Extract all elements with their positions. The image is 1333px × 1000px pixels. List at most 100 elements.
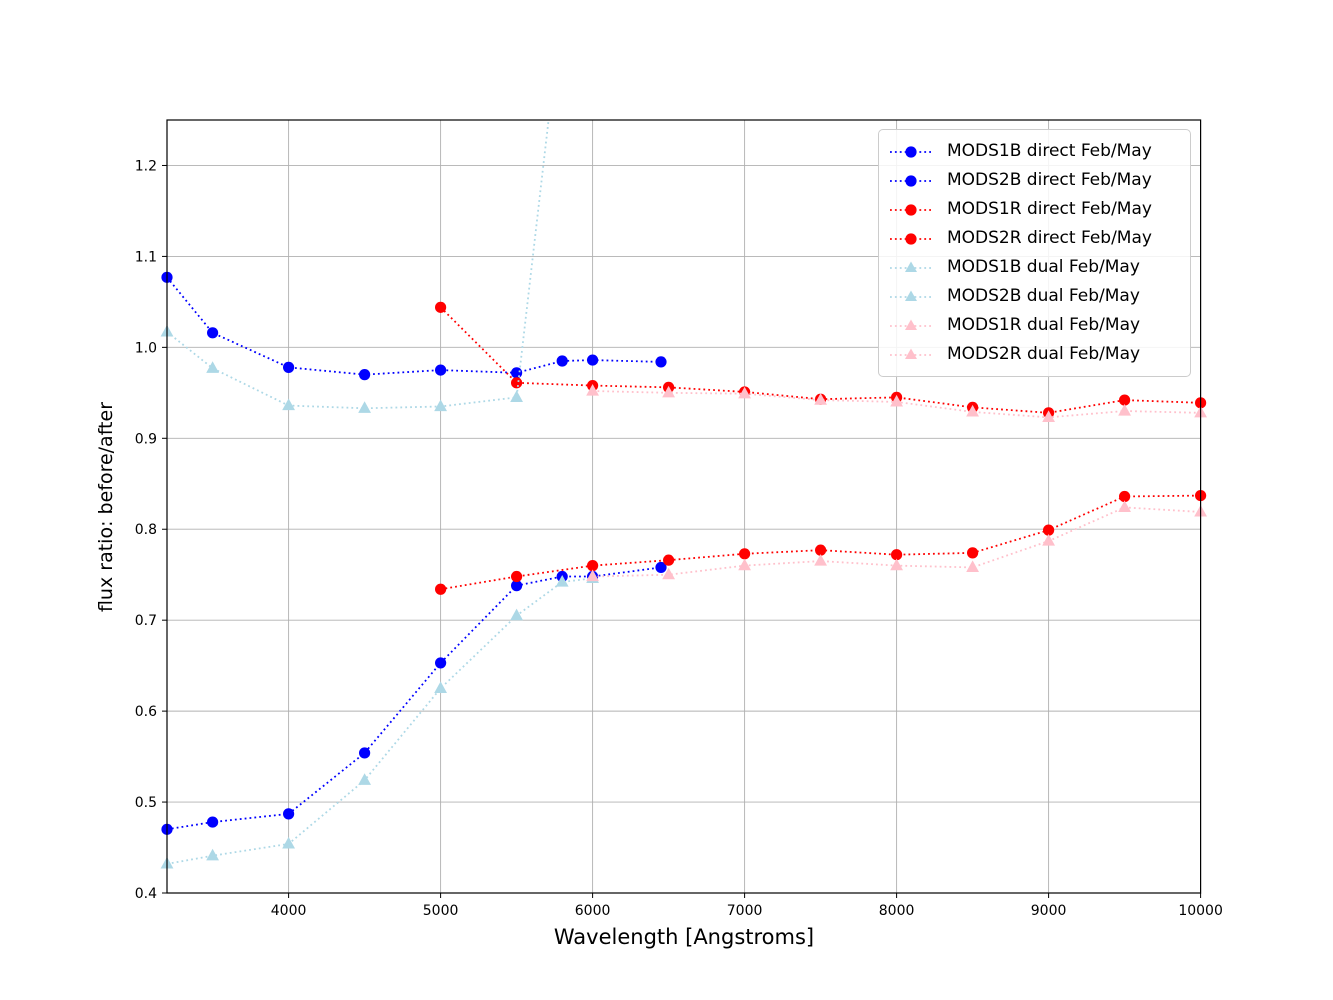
series-layer <box>160 0 1207 869</box>
data-point-circle <box>359 369 371 381</box>
data-point-circle <box>891 549 903 561</box>
legend-label: MODS1B direct Feb/May <box>947 141 1152 161</box>
legend-entry: MODS2B direct Feb/May <box>888 166 1180 195</box>
data-point-circle <box>510 570 523 583</box>
legend-label: MODS2R direct Feb/May <box>947 228 1152 248</box>
data-point-triangle <box>966 560 979 573</box>
y-tick-label: 0.9 <box>135 431 157 447</box>
y-tick-label: 0.7 <box>135 613 157 629</box>
data-point-circle <box>283 808 295 820</box>
legend-entry: MODS1B direct Feb/May <box>888 137 1180 166</box>
series-mods2r-dual-feb-may <box>586 500 1207 582</box>
data-point-triangle <box>434 681 447 693</box>
series-mods1b-direct-feb-may <box>161 271 667 381</box>
data-point-triangle <box>890 394 903 407</box>
data-point-triangle <box>206 848 219 861</box>
data-point-circle <box>587 354 599 366</box>
data-point-circle <box>587 560 599 572</box>
legend-entry: MODS1R direct Feb/May <box>888 195 1180 224</box>
data-point-triangle <box>555 574 569 587</box>
legend-triangle-marker <box>905 348 917 359</box>
y-tick-label: 1.0 <box>135 340 157 356</box>
data-point-triangle <box>556 0 569 6</box>
legend-entry: MODS2R direct Feb/May <box>888 224 1180 253</box>
y-tick-label: 0.5 <box>135 795 157 811</box>
data-point-circle <box>663 554 675 566</box>
legend-marker-icon <box>890 319 932 330</box>
data-point-triangle <box>586 569 599 582</box>
data-point-triangle <box>738 558 751 571</box>
legend-marker-icon <box>890 145 932 158</box>
data-point-triangle <box>282 836 295 849</box>
legend-label: MODS2B direct Feb/May <box>947 170 1152 190</box>
legend: MODS1B direct Feb/May MODS2B direct Feb/M… <box>878 129 1191 377</box>
data-point-circle <box>655 561 667 574</box>
data-point-circle <box>435 657 447 669</box>
x-tick-label: 9000 <box>1031 903 1067 919</box>
series-mods2b-dual-feb-may <box>160 571 599 869</box>
legend-label: MODS1R dual Feb/May <box>947 315 1141 335</box>
data-point-triangle <box>738 386 751 399</box>
data-point-triangle <box>1118 404 1131 416</box>
legend-triangle-marker <box>905 290 917 301</box>
data-point-triangle <box>1042 410 1055 422</box>
legend-entry: MODS1B dual Feb/May <box>888 253 1180 282</box>
data-point-circle <box>435 583 447 595</box>
x-tick-label: 6000 <box>575 903 611 919</box>
legend-label: MODS2B dual Feb/May <box>947 286 1140 306</box>
y-tick-label: 0.4 <box>135 886 157 902</box>
x-tick-label: 5000 <box>423 903 459 919</box>
data-point-triangle <box>814 393 827 405</box>
data-point-triangle <box>510 390 523 402</box>
data-point-circle <box>283 361 295 373</box>
data-point-circle <box>1119 490 1131 503</box>
x-axis-label: Wavelength [Angstroms] <box>554 925 814 949</box>
data-point-circle <box>967 547 979 559</box>
y-tick-label: 0.6 <box>135 704 157 720</box>
legend-marker-icon <box>890 203 932 216</box>
legend-marker-icon <box>890 261 932 272</box>
legend-marker-icon <box>890 232 932 245</box>
series-mods1r-dual-feb-may <box>586 384 1207 422</box>
data-point-circle <box>207 816 219 828</box>
data-point-triangle <box>966 404 979 417</box>
data-point-circle <box>435 364 447 376</box>
legend-marker-icon <box>890 290 932 301</box>
legend-marker-icon <box>890 348 932 359</box>
data-point-triangle <box>890 558 903 571</box>
series-mods2b-direct-feb-may <box>161 561 667 835</box>
legend-circle-marker <box>905 203 917 216</box>
data-point-triangle <box>586 384 599 396</box>
data-point-circle <box>207 327 219 339</box>
y-tick-label: 1.2 <box>135 158 157 174</box>
series-line <box>166 276 662 376</box>
data-point-circle <box>510 580 523 592</box>
data-point-triangle <box>662 567 675 580</box>
data-point-triangle <box>814 554 827 566</box>
x-tick-label: 4000 <box>271 903 307 919</box>
y-tick-label: 0.8 <box>135 522 157 538</box>
data-point-triangle <box>662 385 675 398</box>
series-mods2r-direct-feb-may <box>435 489 1207 595</box>
series-line <box>440 494 1201 591</box>
data-point-circle <box>435 301 447 313</box>
data-point-triangle <box>282 398 295 411</box>
data-point-triangle <box>510 608 523 621</box>
data-point-circle <box>359 747 371 759</box>
legend-circle-marker <box>905 174 917 187</box>
legend-triangle-marker <box>905 319 917 330</box>
series-line <box>166 566 662 831</box>
series-line <box>166 577 593 865</box>
series-mods1b-dual-feb-may <box>160 0 569 413</box>
legend-circle-marker <box>905 145 917 158</box>
legend-circle-marker <box>905 232 917 245</box>
data-point-triangle <box>1042 534 1055 546</box>
data-point-circle <box>655 356 667 368</box>
data-point-triangle <box>1118 500 1131 513</box>
legend-label: MODS1R direct Feb/May <box>947 199 1152 219</box>
x-tick-label: 7000 <box>727 903 763 919</box>
data-point-circle <box>815 544 827 556</box>
legend-entry: MODS2R dual Feb/May <box>888 340 1180 369</box>
legend-entry: MODS2B dual Feb/May <box>888 282 1180 311</box>
